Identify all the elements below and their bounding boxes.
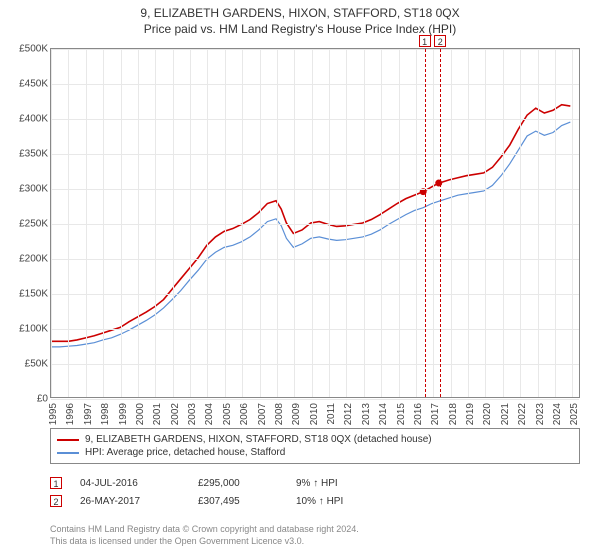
chart-svg xyxy=(51,49,579,397)
plot-area: £0£50K£100K£150K£200K£250K£300K£350K£400… xyxy=(50,48,580,398)
y-tick-label: £0 xyxy=(3,394,48,405)
chart-title: 9, ELIZABETH GARDENS, HIXON, STAFFORD, S… xyxy=(0,0,600,20)
tx-delta-2: 10% ↑ HPI xyxy=(296,496,376,507)
x-tick-label: 2020 xyxy=(482,403,493,425)
y-tick-label: £100K xyxy=(3,324,48,335)
x-tick-label: 2016 xyxy=(413,403,424,425)
legend-swatch-1 xyxy=(57,439,79,441)
legend-swatch-2 xyxy=(57,452,79,454)
x-tick-label: 2015 xyxy=(396,403,407,425)
x-tick-label: 2010 xyxy=(309,403,320,425)
x-tick-label: 1996 xyxy=(65,403,76,425)
legend-item-1: 9, ELIZABETH GARDENS, HIXON, STAFFORD, S… xyxy=(57,433,573,446)
x-tick-label: 2022 xyxy=(517,403,528,425)
tx-price-1: £295,000 xyxy=(198,478,278,489)
chart-marker: 2 xyxy=(434,35,446,47)
x-tick-label: 2005 xyxy=(222,403,233,425)
x-tick-label: 2007 xyxy=(257,403,268,425)
x-tick-label: 2025 xyxy=(569,403,580,425)
chart-subtitle: Price paid vs. HM Land Registry's House … xyxy=(0,20,600,40)
tx-marker-2: 2 xyxy=(50,495,62,507)
x-tick-label: 2003 xyxy=(187,403,198,425)
y-tick-label: £250K xyxy=(3,219,48,230)
y-tick-label: £150K xyxy=(3,289,48,300)
x-tick-label: 2011 xyxy=(326,403,337,425)
legend-label-1: 9, ELIZABETH GARDENS, HIXON, STAFFORD, S… xyxy=(85,434,432,445)
x-tick-label: 2019 xyxy=(465,403,476,425)
x-tick-label: 1999 xyxy=(118,403,129,425)
y-tick-label: £400K xyxy=(3,114,48,125)
y-tick-label: £450K xyxy=(3,79,48,90)
x-tick-label: 2014 xyxy=(378,403,389,425)
tx-row-2: 2 26-MAY-2017 £307,495 10% ↑ HPI xyxy=(50,492,580,510)
x-tick-label: 1998 xyxy=(100,403,111,425)
x-tick-label: 1995 xyxy=(48,403,59,425)
x-tick-label: 2012 xyxy=(343,403,354,425)
x-tick-label: 2002 xyxy=(170,403,181,425)
chart-container: 9, ELIZABETH GARDENS, HIXON, STAFFORD, S… xyxy=(0,0,600,560)
y-tick-label: £350K xyxy=(3,149,48,160)
x-tick-label: 2021 xyxy=(500,403,511,425)
legend-item-2: HPI: Average price, detached house, Staf… xyxy=(57,446,573,459)
x-tick-label: 2024 xyxy=(552,403,563,425)
x-tick-label: 2013 xyxy=(361,403,372,425)
x-tick-label: 2006 xyxy=(239,403,250,425)
y-tick-label: £300K xyxy=(3,184,48,195)
footer-line-2: This data is licensed under the Open Gov… xyxy=(50,536,580,548)
chart-marker: 1 xyxy=(419,35,431,47)
legend: 9, ELIZABETH GARDENS, HIXON, STAFFORD, S… xyxy=(50,428,580,464)
tx-price-2: £307,495 xyxy=(198,496,278,507)
x-tick-label: 2018 xyxy=(448,403,459,425)
tx-date-1: 04-JUL-2016 xyxy=(80,478,180,489)
legend-label-2: HPI: Average price, detached house, Staf… xyxy=(85,447,285,458)
footer: Contains HM Land Registry data © Crown c… xyxy=(50,524,580,547)
tx-date-2: 26-MAY-2017 xyxy=(80,496,180,507)
y-tick-label: £500K xyxy=(3,44,48,55)
tx-delta-1: 9% ↑ HPI xyxy=(296,478,376,489)
x-tick-label: 2001 xyxy=(152,403,163,425)
x-tick-label: 2009 xyxy=(291,403,302,425)
tx-row-1: 1 04-JUL-2016 £295,000 9% ↑ HPI xyxy=(50,474,580,492)
footer-line-1: Contains HM Land Registry data © Crown c… xyxy=(50,524,580,536)
x-tick-label: 2004 xyxy=(204,403,215,425)
y-tick-label: £200K xyxy=(3,254,48,265)
x-tick-label: 2023 xyxy=(535,403,546,425)
x-tick-label: 2000 xyxy=(135,403,146,425)
x-tick-label: 2008 xyxy=(274,403,285,425)
tx-marker-1: 1 xyxy=(50,477,62,489)
x-tick-label: 1997 xyxy=(83,403,94,425)
x-tick-label: 2017 xyxy=(430,403,441,425)
y-tick-label: £50K xyxy=(3,359,48,370)
transactions-table: 1 04-JUL-2016 £295,000 9% ↑ HPI 2 26-MAY… xyxy=(50,474,580,510)
